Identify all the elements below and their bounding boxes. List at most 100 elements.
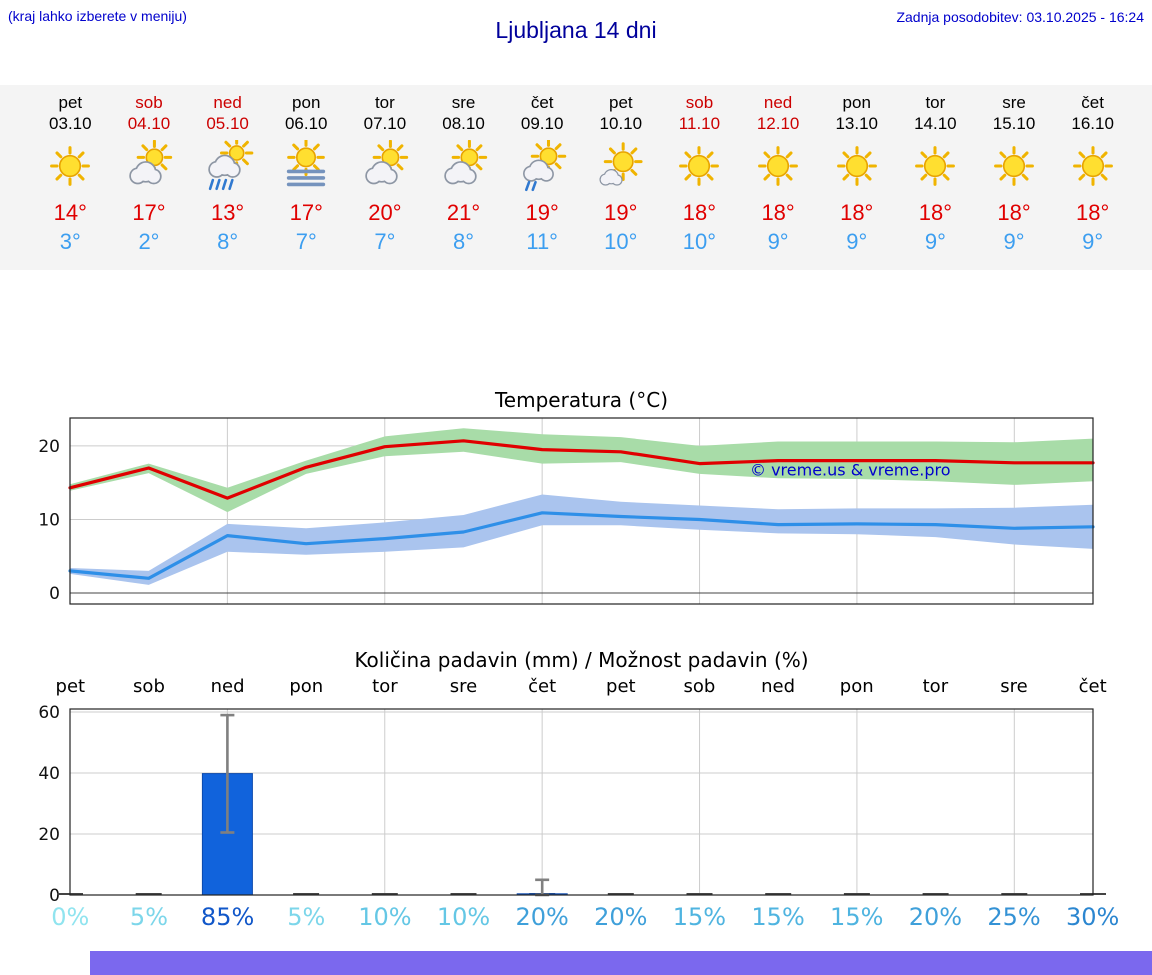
min-temperature: 10°	[682, 229, 717, 254]
forecast-day[interactable]: tor 07.10 20° 7°	[346, 85, 425, 270]
day-date: 06.10	[284, 114, 328, 133]
mostly-sunny-icon	[595, 140, 647, 192]
day-name: ned	[213, 93, 242, 112]
forecast-day[interactable]: ned 05.10 13° 8°	[188, 85, 267, 270]
partly-cloudy-icon	[123, 139, 175, 192]
day-date: 09.10	[520, 114, 564, 133]
min-temperature: 7°	[374, 229, 396, 254]
day-name: pet	[58, 93, 83, 112]
day-name: pon	[292, 93, 321, 112]
precip-probability: 85%	[200, 903, 255, 931]
day-name: ned	[763, 93, 793, 112]
svg-text:20: 20	[38, 825, 60, 845]
sunny-icon	[909, 140, 961, 192]
precip-probability: 15%	[830, 903, 884, 931]
day-date: 15.10	[992, 114, 1036, 133]
max-temperature: 18°	[1076, 200, 1110, 225]
forecast-day[interactable]: čet 16.10 18° 9°	[1053, 85, 1132, 270]
svg-text:10: 10	[38, 511, 60, 531]
day-name: čet	[1081, 93, 1104, 112]
max-temperature: 19°	[525, 200, 559, 225]
precip-day-label: pet	[606, 676, 636, 697]
min-temperature: 9°	[767, 229, 789, 254]
forecast-day[interactable]: čet 09.10 19° 11°	[503, 85, 582, 270]
day-name: sob	[135, 93, 163, 112]
day-name: sre	[451, 93, 476, 112]
max-temperature: 18°	[997, 200, 1031, 225]
max-temperature: 20°	[368, 200, 402, 225]
day-date: 12.10	[756, 114, 800, 133]
precip-day-label: čet	[1078, 676, 1107, 697]
precip-probability: 30%	[1065, 903, 1120, 931]
precip-probability: 20%	[515, 903, 569, 931]
day-name: tor	[374, 93, 395, 112]
precipitation-chart-title: Količina padavin (mm) / Možnost padavin …	[354, 648, 809, 672]
svg-text:60: 60	[38, 703, 60, 723]
forecast-day[interactable]: pon 06.10 17° 7°	[267, 85, 346, 270]
day-name: pet	[608, 93, 633, 112]
precip-day-label: ned	[761, 676, 796, 697]
min-temperature: 9°	[924, 229, 946, 254]
min-temperature: 8°	[453, 229, 475, 254]
rain-showers-icon	[202, 136, 254, 192]
precipitation-probability-row: 0% 5% 85% 5% 10% 10% 20% 20% 15% 15% 15% 20% 25% 30%	[31, 903, 1132, 931]
max-temperature: 21°	[446, 200, 481, 225]
precipitation-day-labels-row: pet sob ned pon tor sre čet pet sob ned pon tor sre č…	[31, 676, 1132, 697]
day-name: sob	[685, 93, 714, 112]
forecast-day[interactable]: sob 04.10 17° 2°	[110, 85, 189, 270]
fog-icon	[280, 138, 332, 192]
svg-text:0: 0	[49, 584, 60, 604]
precip-probability: 15%	[672, 903, 727, 931]
precip-day-label: sob	[683, 676, 716, 697]
day-name: čet	[530, 93, 554, 112]
day-name: pon	[842, 93, 871, 112]
sunny-icon	[44, 140, 96, 192]
forecast-day[interactable]: pet 03.10 14° 3°	[31, 85, 110, 270]
day-date: 04.10	[127, 114, 171, 133]
forecast-day[interactable]: sre 15.10 18° 9°	[975, 85, 1054, 270]
last-updated-label: Zadnja posodobitev: 03.10.2025 - 16:24	[896, 9, 1144, 25]
min-temperature: 11°	[526, 229, 558, 254]
min-temperature: 9°	[846, 229, 868, 254]
sunny-icon	[988, 140, 1040, 192]
temperature-chart-title: Temperatura (°C)	[494, 388, 668, 412]
precip-probability: 0%	[51, 903, 90, 931]
max-temperature: 14°	[53, 200, 87, 225]
precip-day-label: sre	[449, 676, 478, 697]
day-date: 08.10	[442, 114, 485, 133]
temperature-chart: 0 10 20 © vreme.us & vreme.pro	[38, 417, 1095, 605]
forecast-days-row: pet 03.10 14° 3° sob 04.10 17° 2° ned 05…	[31, 85, 1132, 270]
page-title: Ljubljana 14 dni	[495, 17, 657, 43]
forecast-day[interactable]: pon 13.10 18° 9°	[817, 85, 896, 270]
day-name: sre	[1002, 93, 1026, 112]
precip-day-label: sob	[133, 676, 165, 697]
svg-text:20: 20	[38, 437, 60, 457]
min-temperature: 9°	[1082, 229, 1104, 254]
day-name: tor	[925, 93, 946, 112]
day-date: 10.10	[599, 114, 643, 133]
forecast-day[interactable]: tor 14.10 18° 9°	[896, 85, 975, 270]
precip-probability: 20%	[594, 903, 648, 931]
max-temperature: 18°	[918, 200, 952, 225]
max-temperature: 17°	[132, 200, 166, 225]
forecast-day[interactable]: pet 10.10 19° 10°	[581, 85, 660, 270]
min-temperature: 7°	[295, 229, 317, 254]
precip-probability: 15%	[751, 903, 805, 931]
precip-day-label: pon	[289, 676, 324, 697]
min-temperature: 8°	[217, 229, 239, 254]
precip-day-label: tor	[922, 676, 949, 697]
max-temperature: 19°	[604, 200, 638, 225]
location-menu-hint: (kraj lahko izberete v meniju)	[8, 8, 187, 24]
svg-text:0: 0	[49, 886, 60, 903]
max-temperature: 18°	[682, 200, 717, 225]
sunny-icon	[831, 140, 883, 192]
light-rain-icon	[516, 138, 568, 192]
max-temperature: 17°	[289, 200, 323, 225]
precip-day-label: pet	[55, 676, 86, 697]
max-temperature: 18°	[761, 200, 795, 225]
forecast-day[interactable]: sre 08.10 21° 8°	[424, 85, 503, 270]
forecast-day[interactable]: ned 12.10 18° 9°	[739, 85, 818, 270]
forecast-day[interactable]: sob 11.10 18° 10°	[660, 85, 739, 270]
precip-probability: 10%	[358, 903, 412, 931]
